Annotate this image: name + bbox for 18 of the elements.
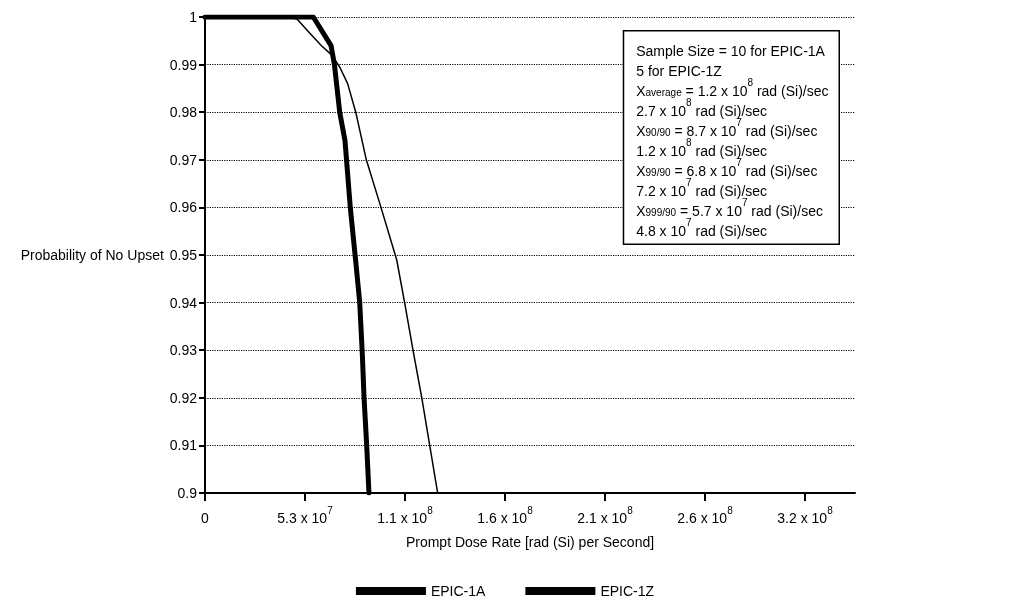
y-tick-label: 0.9 [177,485,198,501]
y-tick-label: 0.98 [169,104,198,121]
y-tick-label: 0.97 [169,151,198,168]
y-tick-label: 0.93 [169,342,198,359]
legend-label: EPIC-1Z [600,583,655,599]
x-axis-title: Prompt Dose Rate [rad (Si) per Second] [405,534,655,550]
y-axis-title: Probability of No Upset [20,247,164,263]
legend-label: EPIC-1A [430,583,487,599]
annotation: 5 for EPIC-1Z [636,62,723,79]
y-tick-label: 1 [189,9,198,25]
y-tick-label: 0.99 [169,56,198,73]
y-tick-label: 0.96 [169,199,198,216]
y-tick-label: 0.91 [169,437,198,454]
y-tick-label: 0.94 [169,294,198,311]
y-tick-label: 0.95 [169,247,198,263]
y-tick-label: 0.92 [169,389,198,406]
x-tick-label: 0 [201,510,210,526]
annotation: Sample Size = 10 for EPIC-1A [636,42,826,59]
